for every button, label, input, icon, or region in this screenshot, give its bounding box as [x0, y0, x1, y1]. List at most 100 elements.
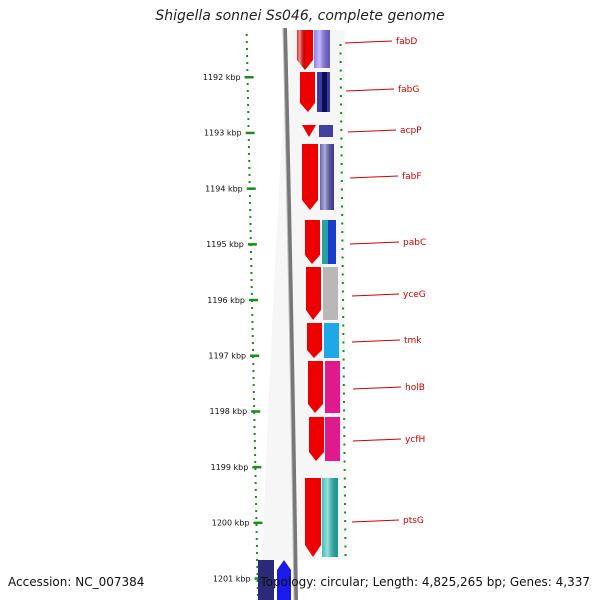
- scale-dot: [256, 559, 259, 561]
- scale-dot: [245, 34, 248, 36]
- scale-dot: [250, 286, 253, 288]
- gene-arrow-6: [306, 267, 321, 320]
- minor-tick: [339, 78, 342, 80]
- scale-dot: [247, 118, 250, 120]
- major-tick: [250, 354, 260, 357]
- major-tick: [246, 187, 256, 190]
- gene-arrow-8: [308, 361, 323, 413]
- scale-dot: [255, 517, 258, 519]
- gene-arrow-7: [307, 323, 322, 358]
- band-ycfH: [325, 417, 340, 461]
- band-ptsG-gloss: [322, 478, 338, 557]
- genome-summary: Topology: circular; Length: 4,825,265 bp…: [260, 575, 590, 589]
- minor-tick: [342, 324, 345, 327]
- minor-tick: [342, 375, 345, 378]
- minor-tick: [342, 367, 345, 369]
- major-tick: [251, 410, 261, 413]
- minor-tick: [341, 290, 344, 293]
- major-tick: [247, 243, 257, 246]
- scale-dot: [246, 90, 249, 92]
- minor-tick: [342, 316, 345, 318]
- scale-dot: [249, 209, 252, 211]
- scale-dot: [246, 62, 249, 64]
- scale-dots: [245, 34, 259, 596]
- scale-dot: [251, 321, 254, 323]
- gene-label-yceG: yceG: [403, 290, 426, 300]
- gene-label-acpP: acpP: [400, 126, 422, 136]
- minor-tick: [342, 341, 345, 344]
- minor-tick: [339, 52, 342, 55]
- scale-dot: [250, 293, 253, 295]
- minor-tick: [343, 443, 346, 446]
- scale-dot: [256, 580, 259, 582]
- forward-strand-genes: [297, 30, 324, 557]
- minor-ticks: [339, 44, 347, 556]
- minor-tick: [339, 86, 342, 89]
- scale-dot: [251, 307, 254, 309]
- minor-tick: [340, 129, 343, 131]
- minor-tick: [341, 231, 344, 233]
- minor-tick: [341, 222, 344, 225]
- minor-tick: [340, 163, 343, 165]
- minor-tick: [343, 460, 346, 463]
- scale-dot: [247, 139, 250, 141]
- minor-tick: [341, 299, 344, 301]
- scale-dot: [249, 230, 252, 232]
- major-tick: [245, 131, 255, 135]
- scale-dot: [253, 419, 256, 421]
- band-fabF-gloss: [320, 144, 334, 210]
- scale-dot: [256, 594, 259, 596]
- scale-dot: [251, 328, 254, 330]
- band-holB: [325, 361, 340, 413]
- minor-tick: [344, 511, 347, 514]
- minor-tick: [341, 256, 344, 259]
- leader-line: [349, 241, 400, 245]
- scale-dot: [254, 468, 257, 470]
- leader-line: [347, 129, 397, 133]
- gene-label-tmk: tmk: [404, 336, 422, 346]
- minor-tick: [341, 282, 344, 284]
- minor-tick: [343, 469, 346, 471]
- minor-tick: [342, 333, 345, 335]
- band-fabG-dark: [322, 72, 327, 112]
- scale-dot: [253, 440, 256, 442]
- leader-line: [344, 40, 393, 44]
- scale-dot: [256, 587, 259, 589]
- scale-dot: [250, 258, 253, 260]
- scale-label: 1195 kbp: [206, 240, 244, 249]
- scale-dot: [252, 370, 255, 372]
- band-acpP: [319, 125, 333, 137]
- scale-dot: [251, 335, 254, 337]
- scale-dot: [256, 573, 259, 575]
- leader-line: [351, 293, 400, 297]
- gene-label-ycfH: ycfH: [405, 435, 425, 445]
- scale-dot: [256, 552, 259, 554]
- minor-tick: [340, 137, 343, 140]
- scale-label: 1193 kbp: [204, 129, 242, 138]
- minor-tick: [342, 384, 345, 386]
- functional-category-bands: [314, 30, 340, 557]
- scale-label: 1194 kbp: [205, 184, 243, 193]
- scale-dot: [249, 202, 252, 204]
- gene-label-holB: holB: [405, 383, 425, 393]
- minor-tick: [340, 120, 343, 123]
- scale-dot: [249, 216, 252, 218]
- minor-tick: [340, 103, 343, 106]
- scale-dot: [246, 55, 249, 57]
- gene-arrow-9: [309, 417, 324, 461]
- scale-dot: [255, 524, 258, 526]
- scale-dot: [255, 510, 258, 512]
- gene-arrow-10: [305, 478, 321, 557]
- minor-tick: [343, 477, 346, 480]
- gene-arrow-2: [300, 72, 315, 112]
- minor-tick: [342, 392, 345, 395]
- leader-line: [351, 339, 401, 343]
- scale-label: 1198 kbp: [210, 407, 248, 416]
- minor-tick: [340, 180, 343, 182]
- gene-arrow-4: [302, 144, 318, 210]
- scale-dot: [245, 48, 248, 50]
- scale-dot: [254, 496, 257, 498]
- scale-dot: [255, 531, 258, 533]
- scale-dot: [247, 125, 250, 127]
- minor-tick: [344, 528, 347, 531]
